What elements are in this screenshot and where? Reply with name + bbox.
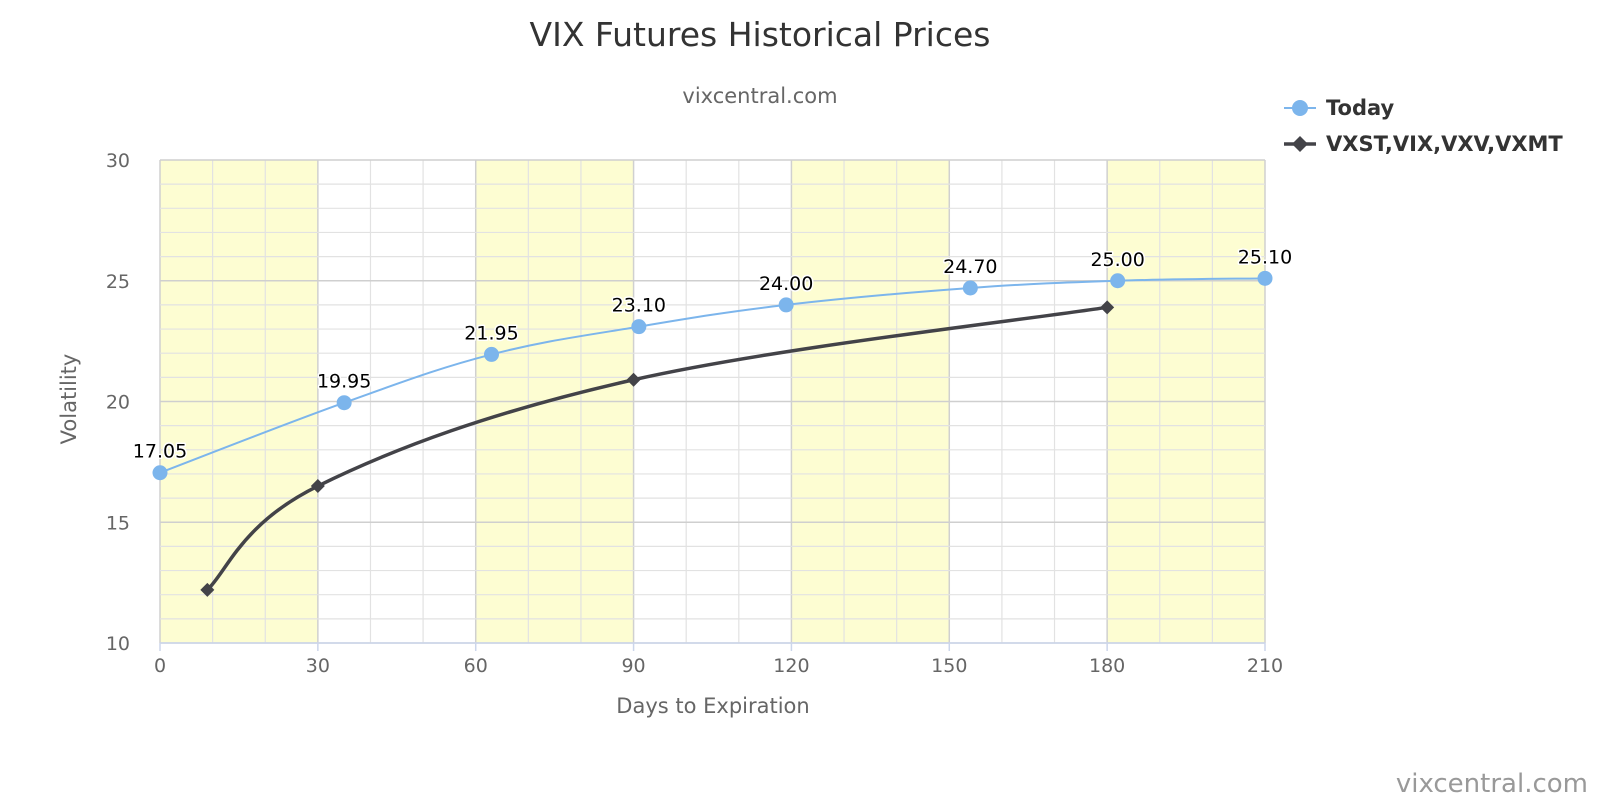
series-point-circle (1292, 100, 1308, 116)
data-label: 17.05 (133, 441, 187, 463)
x-tick-label: 60 (464, 655, 488, 677)
y-tick-label: 20 (106, 392, 130, 414)
data-label: 19.95 (317, 371, 371, 393)
axes: 0 30 60 90 120 150 180 210 10 15 20 25 30 (106, 150, 1283, 677)
series-point-diamond (1292, 136, 1308, 152)
y-tick-label: 30 (106, 150, 130, 172)
series-point-diamond (1100, 300, 1115, 315)
x-tick-label: 150 (931, 655, 967, 677)
series-point-circle (1257, 270, 1273, 286)
series-point-diamond (200, 582, 215, 597)
y-tick-label: 25 (106, 271, 130, 293)
data-label: 24.70 (943, 256, 997, 278)
x-tick-label: 30 (306, 655, 330, 677)
series-point-diamond (310, 479, 325, 494)
data-label: 25.00 (1090, 249, 1144, 271)
series-point-circle (484, 346, 499, 362)
series-point-circle (778, 297, 794, 313)
chart-title: VIX Futures Historical Prices (530, 15, 991, 54)
x-tick-label: 180 (1089, 655, 1125, 677)
series-point-circle (152, 465, 168, 481)
series-point-circle (336, 395, 352, 411)
y-tick-label: 10 (106, 633, 130, 655)
series-point-circle (631, 319, 647, 335)
series-point-circle (1110, 273, 1126, 289)
x-tick-label: 0 (154, 655, 166, 677)
legend-label: Today (1326, 96, 1395, 120)
grid-lines (159, 159, 1266, 644)
x-tick-label: 120 (773, 655, 809, 677)
legend-label: VXST,VIX,VXV,VXMT (1326, 132, 1563, 156)
x-axis-title: Days to Expiration (616, 694, 809, 718)
data-label: 25.10 (1238, 246, 1292, 268)
credits: vixcentral.com (1396, 769, 1588, 799)
chart-subtitle: vixcentral.com (682, 84, 837, 108)
data-label: 24.00 (759, 273, 813, 295)
x-tick-label: 210 (1247, 655, 1283, 677)
series-point-diamond (626, 372, 641, 387)
data-labels: 17.05 19.95 21.95 23.10 24.00 24.70 25.00 25.10 (131, 245, 1293, 464)
data-label: 23.10 (612, 295, 666, 317)
y-axis-title: Volatility (57, 354, 81, 445)
x-tick-label: 90 (621, 655, 645, 677)
series-layer (152, 270, 1273, 597)
series-point-circle (962, 280, 978, 296)
legend: Today VXST,VIX,VXV,VXMT (1284, 96, 1563, 156)
y-tick-label: 15 (106, 512, 130, 534)
data-label: 21.95 (464, 322, 518, 344)
series-line-indices (205, 305, 1109, 592)
